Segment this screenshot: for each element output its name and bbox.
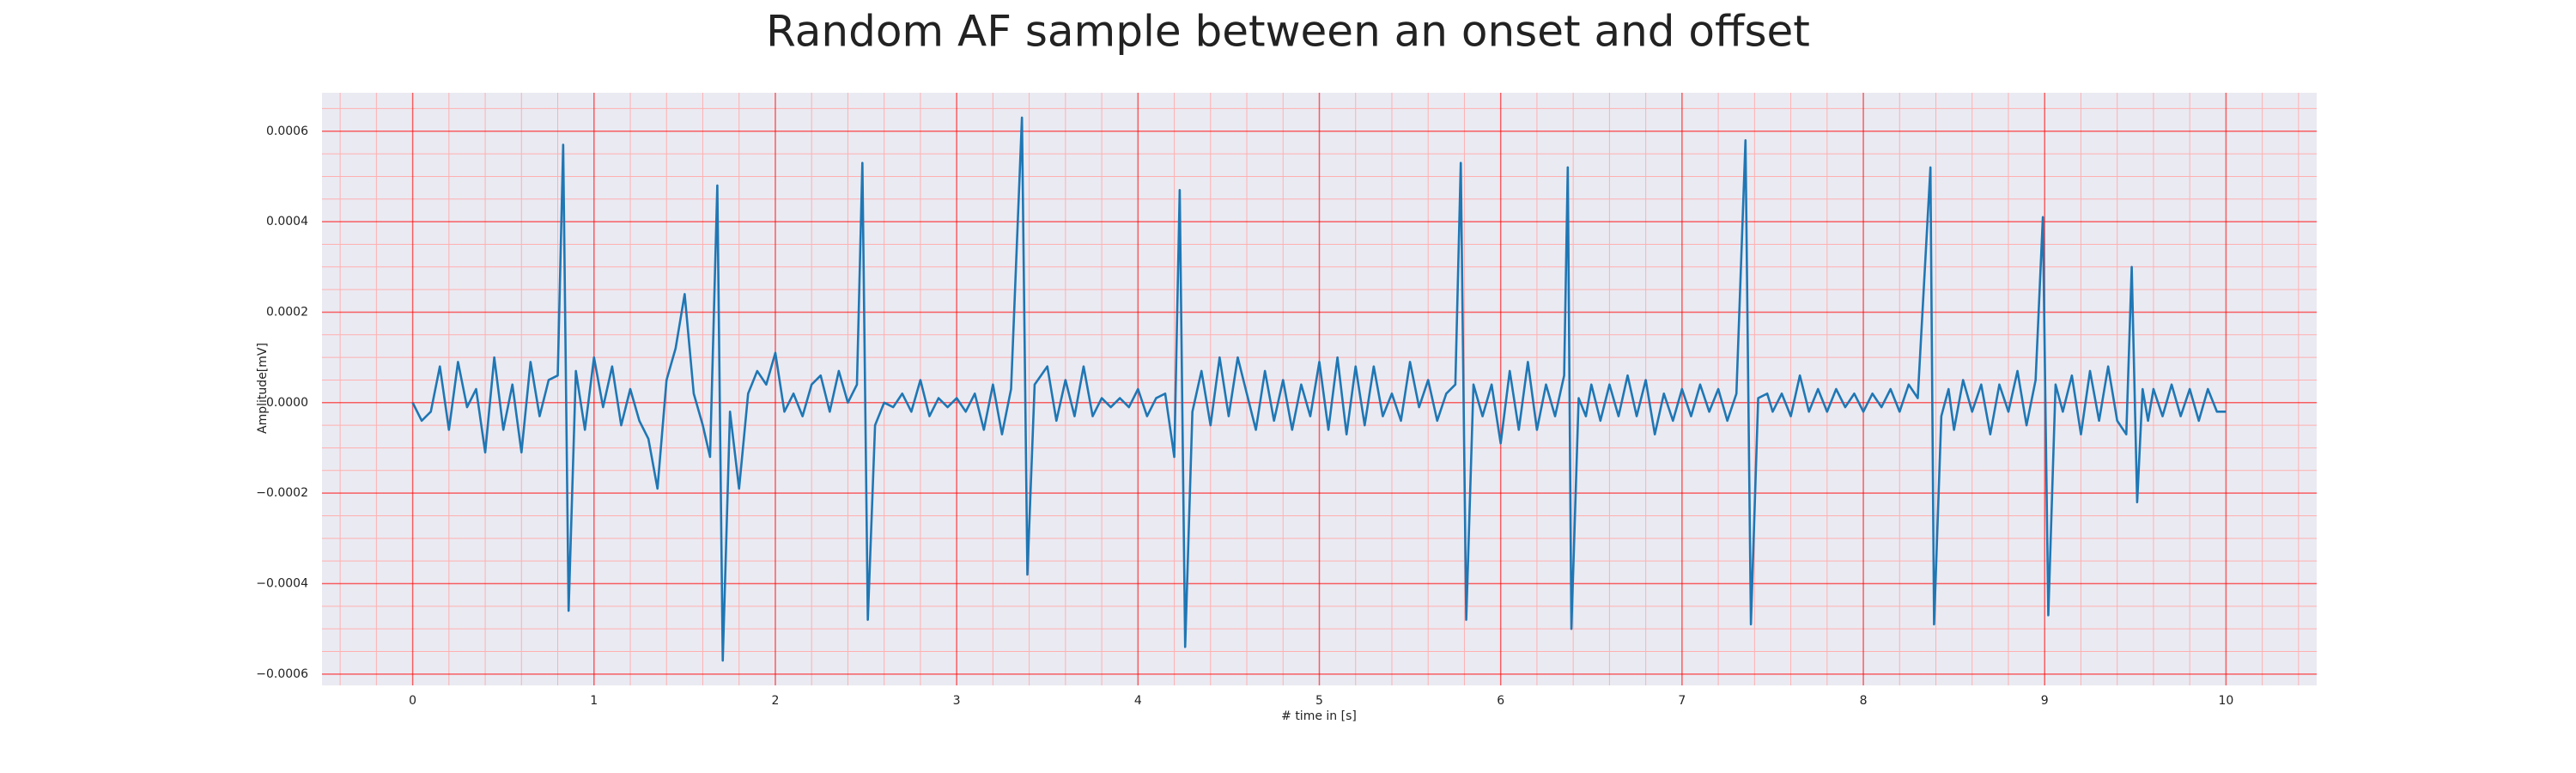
y-tick-label: 0.0006 bbox=[266, 125, 308, 138]
y-tick-label: 0.0004 bbox=[266, 215, 308, 228]
y-axis-label: Amplitude[mV] bbox=[256, 343, 270, 434]
y-tick-label: 0.0000 bbox=[266, 396, 308, 410]
x-tick-label: 1 bbox=[590, 694, 598, 708]
y-tick-label: −0.0004 bbox=[256, 576, 308, 590]
x-tick-label: 4 bbox=[1134, 694, 1142, 708]
x-axis-label: # time in [s] bbox=[1281, 709, 1357, 723]
x-tick-label: 8 bbox=[1860, 694, 1868, 708]
x-tick-label: 2 bbox=[771, 694, 779, 708]
x-tick-label: 3 bbox=[953, 694, 961, 708]
x-tick-label: 10 bbox=[2218, 694, 2233, 708]
y-tick-label: −0.0002 bbox=[256, 486, 308, 500]
signal-line bbox=[411, 116, 2227, 662]
x-tick-label: 7 bbox=[1678, 694, 1686, 708]
x-tick-label: 6 bbox=[1497, 694, 1504, 708]
y-tick-label: −0.0006 bbox=[256, 667, 308, 681]
x-tick-label: 9 bbox=[2041, 694, 2049, 708]
x-tick-label: 0 bbox=[409, 694, 416, 708]
y-tick-label: 0.0002 bbox=[266, 305, 308, 319]
chart-title: Random AF sample between an onset and of… bbox=[766, 7, 1810, 57]
x-tick-label: 5 bbox=[1315, 694, 1323, 708]
